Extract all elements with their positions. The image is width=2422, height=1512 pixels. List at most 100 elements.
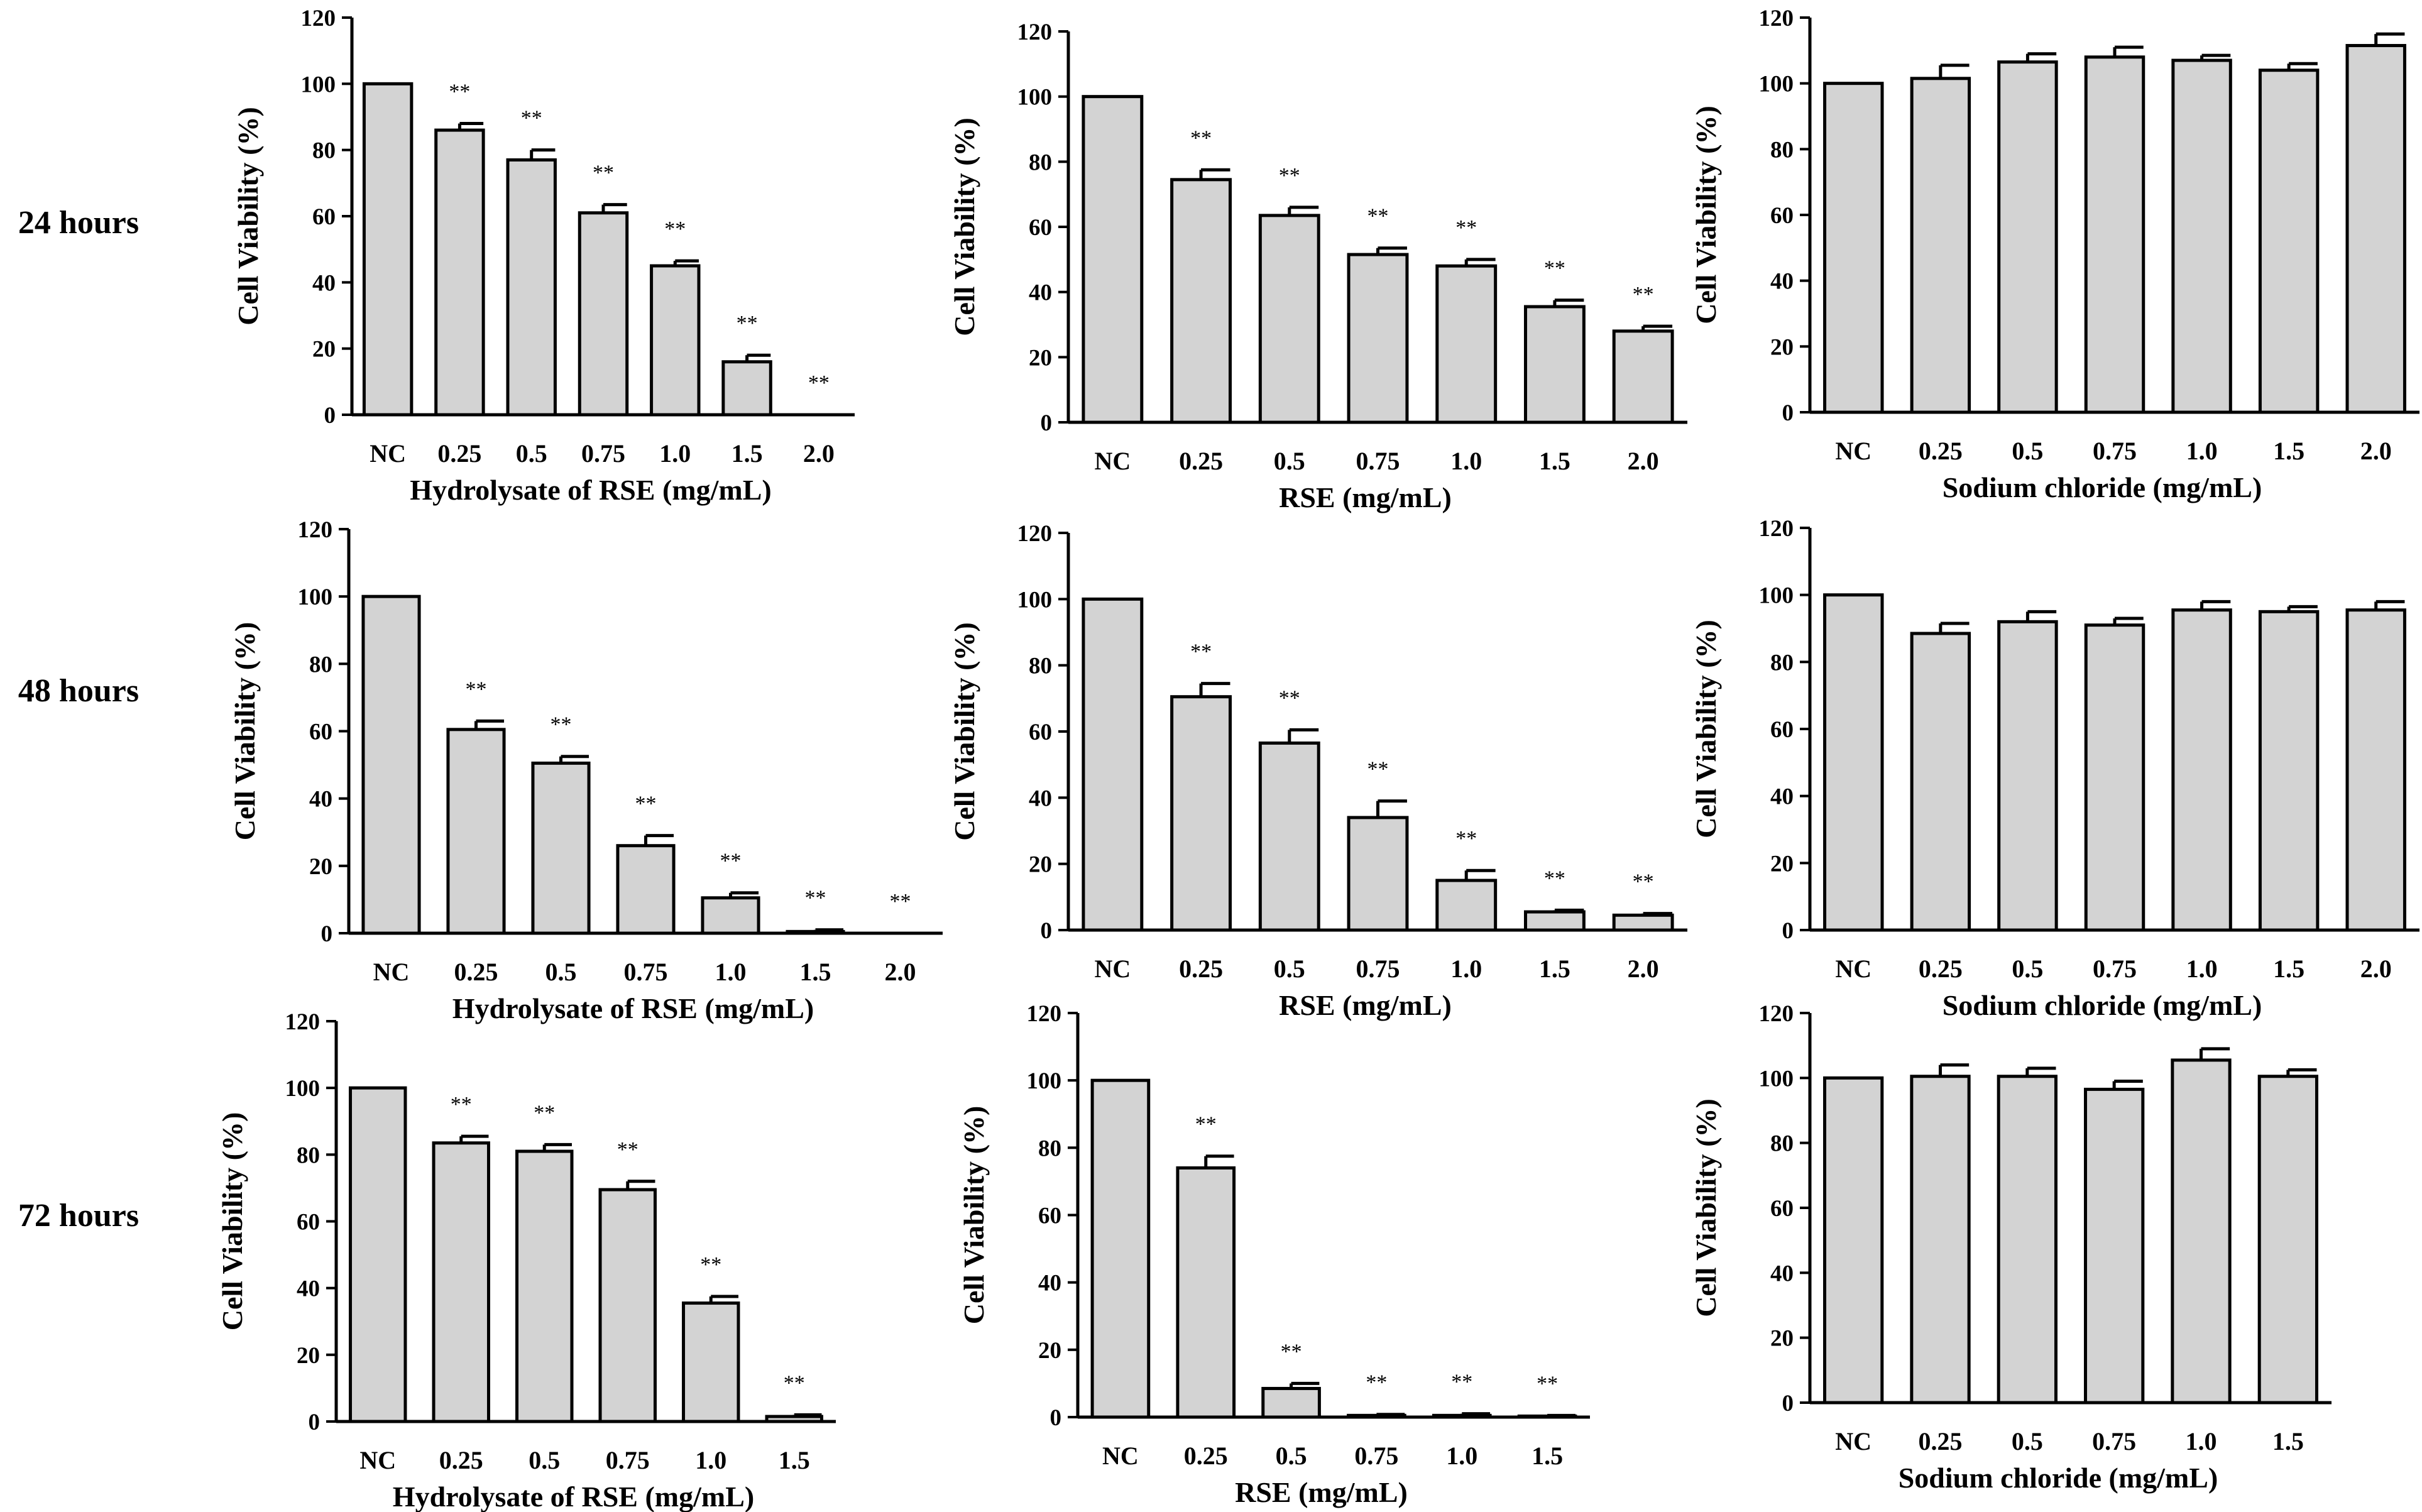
y-axis-label: Cell Viability (%): [1690, 1098, 1722, 1317]
bar: [1090, 1078, 1151, 1419]
y-axis-label: Cell Viability (%): [948, 622, 980, 841]
bar: [362, 82, 414, 417]
x-axis-label: Hydrolysate of RSE (mg/mL): [452, 992, 814, 1024]
bar: [531, 761, 591, 935]
y-axis-label: Cell Viability (%): [948, 118, 980, 336]
bar: [786, 929, 845, 935]
bar: [1823, 82, 1884, 414]
x-tick-label: 0.25: [439, 1446, 483, 1474]
bar: [1997, 620, 2058, 932]
x-axis-label: RSE (mg/mL): [1279, 481, 1452, 513]
bar: [2084, 1087, 2145, 1405]
x-tick-label: 2.0: [1628, 955, 1659, 983]
bar: [1082, 597, 1144, 932]
y-tick-label: 40: [1029, 280, 1052, 306]
y-tick-label: 40: [309, 787, 332, 813]
bar: [1910, 632, 1971, 932]
y-tick-label: 0: [324, 403, 336, 429]
y-tick-label: 120: [1017, 19, 1053, 45]
significance-marker: **: [1537, 1372, 1558, 1395]
significance-marker: **: [1367, 205, 1389, 228]
y-axis-label: Cell Viability (%): [229, 622, 261, 841]
y-tick-label: 60: [297, 1210, 320, 1235]
y-tick-label: 100: [301, 72, 336, 97]
x-tick-label: 0.5: [1276, 1442, 1307, 1470]
x-tick-label: 1.0: [1450, 447, 1482, 475]
y-tick-label: 20: [297, 1343, 320, 1369]
bar: [616, 844, 676, 935]
x-tick-label: 1.5: [800, 958, 831, 986]
x-tick-label: 0.75: [606, 1446, 650, 1474]
y-tick-label: 40: [1770, 269, 1794, 295]
y-tick-label: 0: [1782, 1391, 1794, 1416]
bar: [1435, 264, 1498, 424]
x-tick-label: 0.25: [1919, 955, 1963, 983]
x-tick-label: 1.0: [1446, 1442, 1477, 1470]
bar: [1347, 816, 1409, 932]
y-tick-label: 20: [1770, 1326, 1794, 1352]
bar: [1432, 1413, 1492, 1419]
y-tick-label: 60: [1029, 215, 1052, 241]
significance-marker: **: [551, 713, 572, 737]
y-tick-label: 20: [1029, 345, 1052, 371]
x-tick-label: NC: [1835, 1427, 1871, 1455]
y-tick-label: 0: [1041, 918, 1053, 944]
bar: [598, 1188, 657, 1423]
y-tick-label: 20: [1029, 852, 1052, 878]
significance-marker: **: [1367, 758, 1389, 781]
bar: [701, 896, 760, 935]
y-tick-label: 120: [1759, 6, 1794, 31]
significance-marker: **: [890, 890, 911, 913]
y-tick-label: 60: [1770, 203, 1794, 229]
y-tick-label: 0: [309, 1410, 321, 1435]
bar: [1823, 1076, 1884, 1405]
bar: [2171, 608, 2232, 932]
y-tick-label: 120: [1027, 1001, 1062, 1027]
significance-marker: **: [1451, 1371, 1472, 1394]
y-tick-label: 80: [1029, 654, 1052, 679]
y-tick-label: 0: [1041, 410, 1053, 436]
bar: [1523, 910, 1586, 932]
y-tick-label: 80: [1770, 1131, 1794, 1157]
y-tick-label: 20: [309, 854, 332, 880]
x-axis-label: Sodium chloride (mg/mL): [1899, 1462, 2218, 1494]
significance-marker: **: [700, 1253, 721, 1276]
significance-marker: **: [1195, 1113, 1217, 1136]
chart-panel-9: 0 20 40 60 80 100 120 Cell Viability (%) NC 0.25 0…: [1690, 1001, 2332, 1494]
y-tick-label: 100: [1027, 1068, 1062, 1094]
x-tick-label: 0.5: [516, 439, 547, 468]
x-tick-label: 0.25: [1919, 1427, 1963, 1455]
bar: [1347, 253, 1409, 424]
significance-marker: **: [521, 107, 542, 130]
significance-marker: **: [1633, 283, 1654, 306]
x-tick-label: 1.0: [695, 1446, 726, 1474]
y-tick-label: 80: [1038, 1136, 1061, 1161]
y-tick-label: 100: [285, 1076, 321, 1102]
x-tick-label: 0.5: [1274, 447, 1305, 475]
bar: [1910, 1075, 1971, 1405]
x-tick-label: 0.75: [1356, 955, 1400, 983]
y-tick-label: 100: [1759, 1066, 1794, 1092]
bar: [515, 1149, 574, 1423]
bar: [2084, 623, 2145, 932]
x-tick-label: NC: [1835, 437, 1871, 465]
x-tick-label: 2.0: [2360, 955, 2392, 983]
x-tick-label: 1.0: [659, 439, 691, 468]
chart-panel-7: 0 20 40 60 80 100 120 Cell Viability (%) NC ** 0.2…: [216, 1009, 836, 1512]
significance-marker: **: [617, 1138, 638, 1161]
x-tick-label: 2.0: [885, 958, 916, 986]
x-tick-label: 1.5: [779, 1446, 810, 1474]
x-tick-label: 0.25: [1919, 437, 1963, 465]
significance-marker: **: [720, 850, 742, 873]
y-tick-label: 120: [301, 6, 336, 31]
y-tick-label: 60: [1770, 717, 1794, 743]
bar: [2257, 1075, 2318, 1405]
x-tick-label: 2.0: [803, 439, 835, 468]
bar: [1258, 741, 1320, 932]
x-tick-label: 0.75: [581, 439, 625, 468]
bar: [506, 158, 557, 417]
bar: [1176, 1166, 1236, 1419]
x-tick-label: 1.0: [2186, 1427, 2217, 1455]
x-axis-label: RSE (mg/mL): [1235, 1476, 1408, 1508]
y-axis-label: Cell Viability (%): [232, 107, 264, 326]
